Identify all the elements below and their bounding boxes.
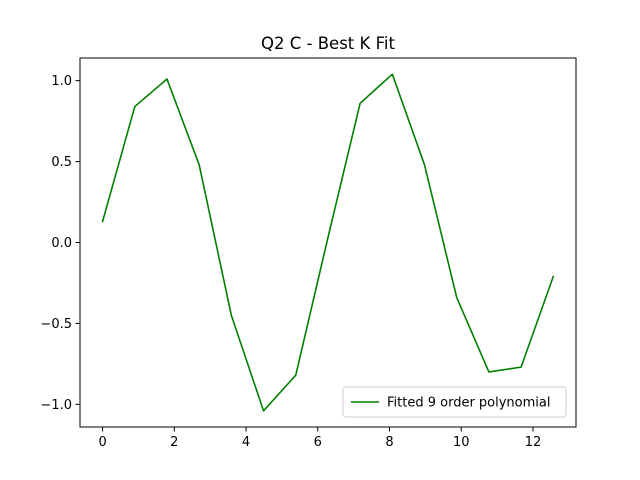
y-tick-label: 0.5 <box>51 155 72 170</box>
y-tick-label: 1.0 <box>51 74 72 89</box>
legend: Fitted 9 order polynomial <box>342 386 567 418</box>
x-axis: 0 2 4 6 8 10 12 <box>98 427 541 450</box>
legend-label: Fitted 9 order polynomial <box>387 396 550 411</box>
x-tick-label: 6 <box>314 435 322 450</box>
chart-title: Q2 C - Best K Fit <box>261 34 395 53</box>
legend-box <box>342 386 567 418</box>
x-tick-label: 12 <box>525 435 542 450</box>
x-tick-label: 0 <box>98 435 106 450</box>
x-tick-label: 2 <box>170 435 178 450</box>
series-layer <box>101 73 555 412</box>
x-tick-label: 4 <box>242 435 250 450</box>
y-tick-label: 0.0 <box>51 236 72 251</box>
series-line <box>101 73 555 412</box>
y-tick-label: −1.0 <box>40 398 72 413</box>
y-tick-label: −0.5 <box>40 317 72 332</box>
x-tick-label: 10 <box>453 435 470 450</box>
x-tick-label: 8 <box>385 435 393 450</box>
y-axis: −1.0 −0.5 0.0 0.5 1.0 <box>40 74 80 413</box>
axes-frame <box>79 57 577 428</box>
